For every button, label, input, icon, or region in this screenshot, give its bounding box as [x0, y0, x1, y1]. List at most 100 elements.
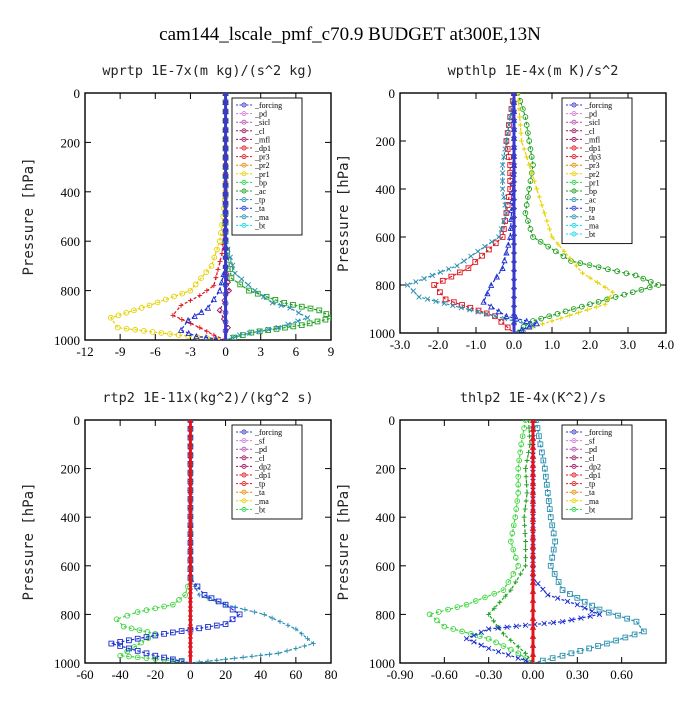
series-marker [574, 601, 581, 608]
series-marker [488, 303, 495, 310]
series-marker [543, 481, 550, 488]
series-marker [222, 621, 229, 627]
series-marker [518, 441, 525, 448]
y-tick-label: 800 [376, 607, 396, 622]
series-marker [463, 601, 470, 608]
y-tick-label: 600 [61, 234, 81, 249]
series-marker [222, 145, 229, 151]
series-marker [232, 270, 238, 277]
x-tick-label: 3 [257, 344, 264, 359]
series-marker [540, 457, 547, 464]
series-marker [513, 506, 520, 512]
series-marker [485, 635, 492, 642]
legend-marker [241, 145, 247, 151]
series-marker [216, 287, 223, 294]
series-marker [505, 579, 512, 585]
series-marker [524, 458, 530, 463]
series-marker [290, 301, 296, 308]
series-marker [510, 522, 517, 529]
panel-wprtp: wprtp 1E-7x(m kg)/(s^2 kg) Pressure [hPa]… [21, 63, 334, 359]
series-marker [138, 639, 145, 646]
y-tick-label: 0 [389, 413, 396, 428]
series-marker [602, 285, 608, 290]
legend-label: _ta [254, 204, 265, 213]
series-marker [499, 264, 506, 272]
series-marker [222, 263, 229, 270]
series-marker [196, 592, 202, 598]
series-marker [448, 273, 455, 280]
x-tick-label: 6 [293, 344, 300, 359]
series-marker [170, 656, 176, 663]
series-marker [222, 99, 229, 105]
series-marker [486, 246, 492, 253]
series-marker [605, 609, 612, 616]
series-marker [507, 114, 513, 120]
legend-marker [241, 455, 247, 461]
series-marker [518, 571, 524, 577]
legend-marker [571, 111, 577, 117]
series-marker [515, 655, 521, 661]
panel-thlp2: thlp2 1E-4x(K^2)/s Pressure [hPa] -0.90 -0.… [336, 390, 667, 682]
legend-label: _sf [254, 437, 265, 446]
legend-marker [241, 179, 247, 185]
series-marker [530, 318, 536, 324]
series-marker [275, 650, 281, 656]
legend: _forcing_pd_sicl_cl_mfl_dp1_dp3_pr3_pr2_… [561, 97, 633, 245]
series-marker [559, 618, 566, 625]
series-line-ac [224, 93, 331, 340]
series-marker [529, 560, 537, 567]
series-marker [596, 606, 603, 613]
series-marker [501, 154, 507, 160]
series-marker [545, 498, 552, 504]
series-marker [254, 290, 261, 297]
series-marker [510, 303, 518, 310]
series-marker [510, 134, 518, 141]
x-tick-label: 1.0 [544, 337, 560, 352]
series-marker [560, 253, 567, 260]
series-marker [124, 648, 131, 655]
series-marker [217, 259, 223, 264]
series-marker [561, 249, 567, 254]
series-marker [549, 318, 555, 324]
panel-title: thlp2 1E-4x(K^2)/s [460, 390, 606, 406]
series-marker [203, 334, 209, 340]
legend-label: _sicl [584, 118, 601, 127]
series-marker [260, 294, 267, 300]
series-marker [502, 593, 508, 599]
series-marker [482, 594, 488, 601]
series-marker [540, 321, 545, 327]
x-tick-label: 60 [289, 667, 302, 682]
legend-label: _cl [254, 454, 266, 463]
series-marker [227, 254, 233, 260]
legend-label: _ta [584, 488, 595, 497]
series-marker [587, 301, 593, 308]
panel-rtp2: rtp2 1E-11x(kg^2)/(kg^2 s) Pressure [hPa]… [21, 390, 338, 682]
series-marker [503, 249, 510, 256]
y-tick-label: 600 [61, 559, 81, 574]
series-marker [523, 122, 530, 128]
legend-marker [241, 214, 247, 220]
series-marker [526, 138, 533, 144]
series-marker [429, 272, 436, 279]
series-marker [170, 312, 176, 318]
legend-marker [571, 489, 577, 495]
series-marker [655, 282, 662, 288]
series-marker [529, 488, 537, 495]
series-marker [507, 646, 514, 653]
series-marker [586, 645, 593, 652]
series-marker [472, 259, 479, 265]
series-marker [240, 654, 246, 660]
series-marker [198, 308, 205, 315]
legend-label: _sicl [254, 118, 271, 127]
series-marker [510, 285, 518, 292]
series-marker [138, 305, 145, 311]
series-marker [521, 146, 527, 152]
series-line-pr3 [171, 93, 227, 340]
series-marker [510, 98, 518, 105]
series-marker [528, 154, 535, 160]
legend-marker [571, 472, 577, 478]
series-marker [493, 273, 501, 280]
series-marker [493, 639, 499, 646]
series-marker [530, 234, 536, 240]
series-marker [510, 267, 518, 274]
